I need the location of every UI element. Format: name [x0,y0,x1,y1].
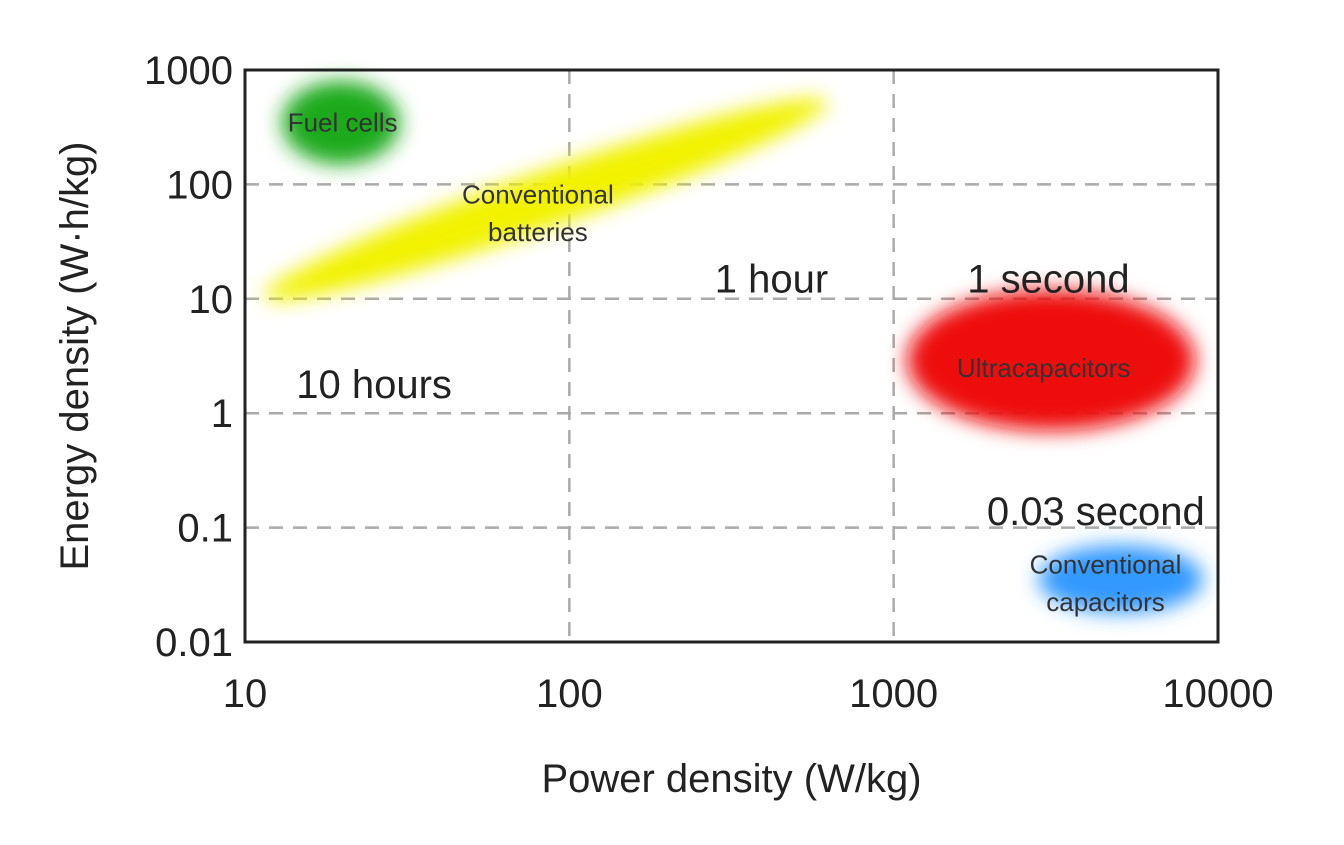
x-axis-ticks: 10 100 1000 10000 [223,672,1274,716]
y-axis-ticks: 1000 100 10 1 0.1 0.01 [144,49,233,665]
y-tick-label: 0.01 [155,621,233,665]
y-axis-label: Energy density (W·h/kg) [53,141,97,570]
annotation-2: 1 second [967,258,1129,302]
regions-layer [264,81,1204,613]
annotation-3: 0.03 second [987,490,1205,534]
x-axis-label: Power density (W/kg) [541,757,921,801]
y-tick-label: 10 [189,278,234,322]
region-label-2: Ultracapacitors [957,353,1130,383]
region-labels-layer: Fuel cells Conventional batteries Ultracapa… [288,107,1182,617]
y-tick-label: 100 [166,163,233,207]
y-tick-label: 1 [211,392,233,436]
region-2 [907,289,1196,431]
annotations-layer: 10 hours 1 hour 1 second 0.03 second [296,258,1205,534]
grid-layer [245,70,1218,642]
annotation-0: 10 hours [296,363,452,407]
region-3 [1038,545,1204,613]
y-tick-label: 1000 [144,49,233,93]
y-tick-label: 0.1 [177,507,233,551]
region-0 [281,81,400,165]
x-tick-label: 10000 [1162,672,1273,716]
plot-frame [243,68,1220,644]
x-tick-label: 100 [536,672,603,716]
annotation-1: 1 hour [715,258,828,302]
region-label-0: Fuel cells [288,107,398,137]
x-tick-label: 1000 [849,672,938,716]
region-label-3: Conventional capacitors [1030,549,1182,617]
x-tick-label: 10 [223,672,268,716]
region-1 [264,98,828,301]
region-label-1: Conventional batteries [462,179,614,247]
